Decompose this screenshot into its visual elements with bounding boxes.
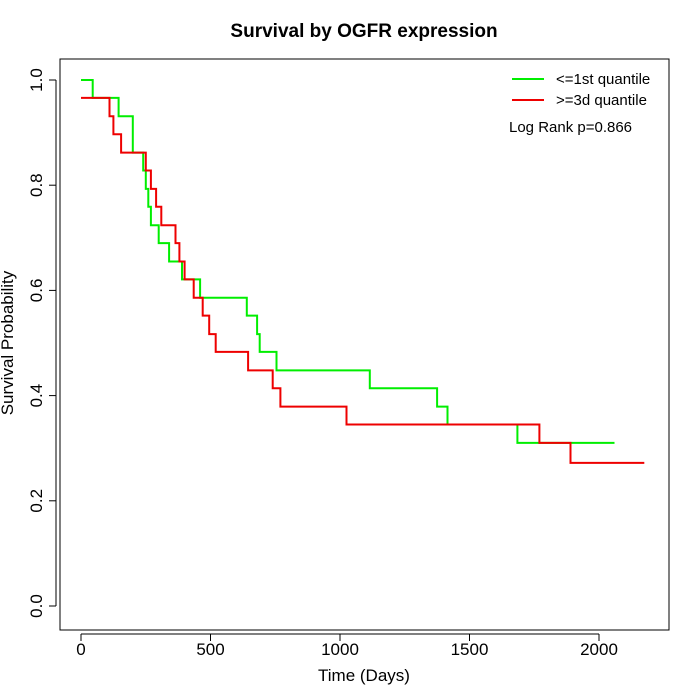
series-layer [81, 79, 645, 464]
x-axis: 0 500 1000 1500 2000 [76, 633, 618, 659]
x-tick-label: 0 [76, 640, 85, 659]
x-axis-label: Time (Days) [318, 666, 410, 685]
x-tick-label: 500 [196, 640, 224, 659]
y-tick-label: 0.6 [27, 279, 46, 303]
y-tick-label: 0.0 [27, 594, 46, 618]
y-axis-label: Survival Probability [0, 270, 17, 415]
series-line-2 [81, 96, 645, 464]
plot-frame [59, 58, 670, 631]
y-axis: 0.0 0.2 0.4 0.6 0.8 1.0 [27, 68, 57, 618]
x-tick-label: 2000 [580, 640, 618, 659]
chart-title: Survival by OGFR expression [230, 21, 497, 42]
y-tick-label: 0.8 [27, 173, 46, 197]
legend-label-1: <=1st quantile [556, 71, 650, 88]
x-tick-label: 1500 [451, 640, 489, 659]
y-tick-label: 1.0 [27, 68, 46, 92]
x-tick-label: 1000 [321, 640, 359, 659]
y-tick-label: 0.4 [27, 384, 46, 408]
log-rank-annotation: Log Rank p=0.866 [509, 119, 632, 136]
legend-label-2: >=3d quantile [556, 92, 647, 109]
y-tick-label: 0.2 [27, 489, 46, 513]
legend: <=1st quantile >=3d quantile [512, 71, 650, 109]
